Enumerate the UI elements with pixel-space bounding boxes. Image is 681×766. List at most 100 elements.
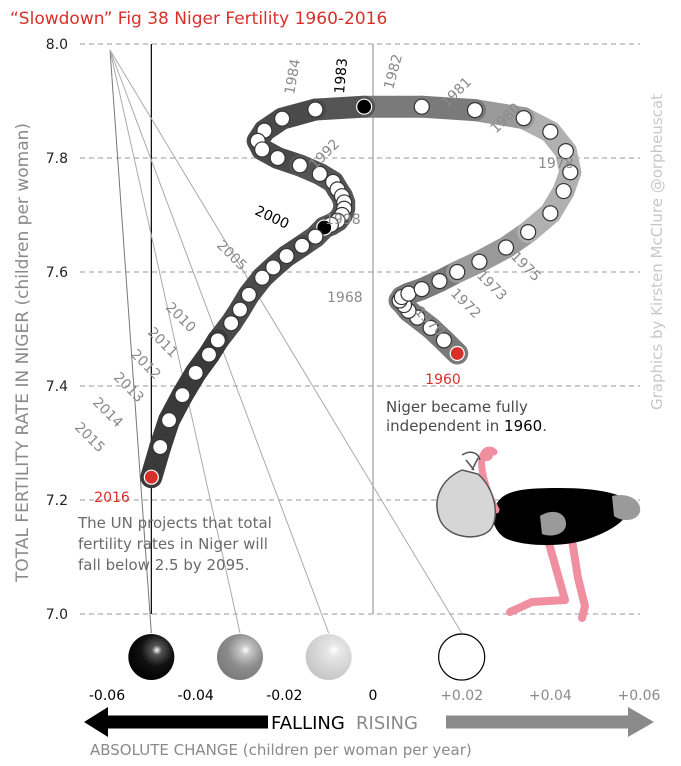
point-2006 [240, 286, 257, 303]
point-1961 [435, 332, 453, 349]
point-1979 [542, 123, 559, 140]
year-label-2014: 2014 [89, 395, 126, 432]
rising-label: RISING [356, 713, 418, 734]
y-axis-title: TOTAL FERTILITY RATE IN NIGER (children … [13, 123, 33, 583]
point-2002 [293, 237, 311, 254]
point-1982 [413, 98, 430, 115]
point-2014 [152, 438, 169, 456]
year-label-1978: 1978 [538, 156, 574, 172]
x-tick--0.06: -0.06 [89, 688, 125, 704]
year-label-1982: 1982 [381, 52, 406, 91]
legend-circle-mid [217, 634, 263, 680]
point-1978 [557, 143, 574, 160]
year-label-1968: 1968 [327, 290, 363, 306]
grid-lines [80, 43, 640, 615]
projection-note-line2: fertility rates in Niger will [78, 535, 268, 553]
x-tick-+0.04: +0.04 [529, 688, 572, 704]
point-2001 [307, 228, 324, 245]
point-2011 [187, 364, 204, 381]
x-tick-0: 0 [369, 688, 378, 704]
legend-circles [128, 633, 486, 681]
x-tick--0.02: -0.02 [266, 688, 302, 704]
year-label-1972: 1972 [447, 286, 484, 323]
legend-circle-light [305, 634, 352, 680]
y-tick-7.8: 7.8 [46, 151, 68, 167]
point-1980 [515, 109, 532, 127]
year-label-2005: 2005 [213, 238, 250, 275]
y-tick-7.6: 7.6 [46, 265, 68, 281]
chart-title: “Slowdown” Fig 38 Niger Fertility 1960-2… [10, 9, 387, 29]
y-tick-7.4: 7.4 [46, 379, 68, 395]
point-1991 [311, 165, 328, 183]
legend-circle-dark [128, 634, 175, 680]
x-tick-+0.06: +0.06 [618, 688, 661, 704]
point-1971 [449, 263, 466, 281]
point-2010 [200, 346, 218, 363]
independence-note-suffix: . [542, 417, 547, 435]
falling-arrow [84, 707, 268, 737]
data-points [143, 98, 579, 485]
point-1975 [542, 205, 559, 222]
independence-note-year: 1960 [504, 417, 542, 435]
y-tick-7.2: 7.2 [46, 493, 68, 509]
point-1973 [497, 239, 515, 256]
point-1990 [291, 157, 308, 174]
point-2003 [278, 247, 295, 265]
y-tick-7.0: 7.0 [46, 607, 68, 623]
point-1989 [269, 149, 286, 167]
projection-note-line3: fall below 2.5 by 2095. [78, 556, 249, 574]
point-2015 [143, 469, 159, 485]
year-label-2000: 2000 [252, 203, 291, 233]
point-2004 [265, 259, 282, 276]
year-label-1975: 1975 [507, 249, 544, 286]
point-1977 [562, 164, 579, 181]
year-label-2010: 2010 [162, 300, 199, 337]
point-1981 [466, 102, 484, 119]
point-1985 [274, 110, 291, 127]
point-1960 [449, 345, 465, 362]
point-1969 [413, 281, 430, 298]
point-2009 [209, 332, 226, 349]
point-2008 [223, 315, 240, 332]
year-label-2015: 2015 [71, 420, 108, 457]
point-1976 [555, 182, 572, 200]
point-2012 [174, 387, 191, 404]
year-label-2013: 2013 [110, 370, 147, 407]
legend-circle-white [438, 633, 486, 681]
point-2013 [160, 412, 178, 429]
independence-note-prefix: independent in [386, 417, 504, 435]
fan-line-3 [109, 49, 463, 634]
stork-illustration [436, 446, 641, 622]
independence-note-line1: Niger became fully [386, 398, 528, 416]
falling-label: FALLING [271, 713, 345, 734]
point-2005 [254, 269, 271, 286]
y-tick-8.0: 8.0 [46, 37, 68, 53]
fan-line-1 [109, 49, 241, 634]
independence-note-line2: independent in 1960. [386, 417, 547, 435]
point-1984 [307, 101, 324, 118]
rising-arrow [446, 707, 654, 737]
fan-line-0 [109, 49, 152, 634]
projection-note-line1: The UN projects that total [77, 514, 272, 532]
x-tick-labels: -0.06 -0.04 -0.02 0 +0.02 +0.04 +0.06 [89, 688, 661, 704]
credit-text: Graphics by Kirsten McClure @orpheuscat [648, 94, 666, 410]
point-1988 [254, 141, 271, 158]
year-label-1983: 1983 [332, 57, 351, 94]
point-1983 [356, 98, 373, 115]
point-1974 [520, 224, 537, 241]
year-label-1973: 1973 [473, 268, 510, 305]
point-2007 [231, 301, 249, 318]
x-tick-+0.02: +0.02 [440, 688, 483, 704]
x-axis-title: ABSOLUTE CHANGE (children per woman per … [90, 741, 472, 759]
point-1962 [422, 319, 439, 336]
year-label-1998: 1998 [325, 212, 361, 228]
year-label-1984: 1984 [282, 58, 304, 96]
x-tick--0.04: -0.04 [178, 688, 214, 704]
y-tick-labels: 7.0 7.2 7.4 7.6 7.8 8.0 [46, 37, 68, 623]
point-1972 [471, 253, 488, 270]
year-label-2016: 2016 [94, 490, 130, 506]
point-1970 [431, 273, 448, 290]
year-label-1960: 1960 [425, 372, 461, 388]
